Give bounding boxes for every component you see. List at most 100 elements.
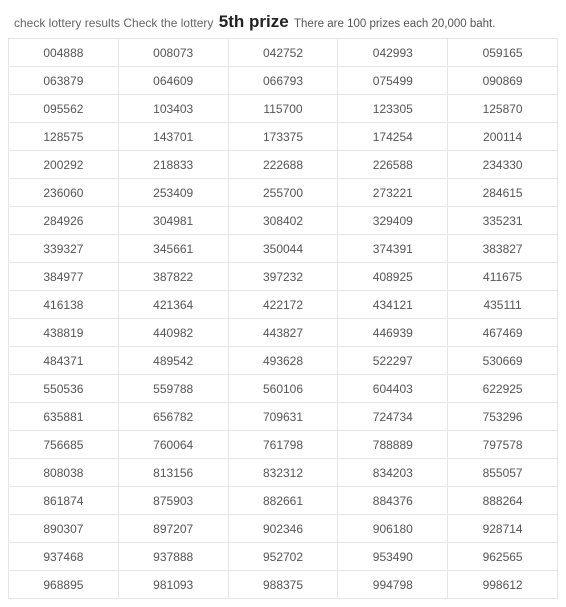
result-cell: 882661 bbox=[228, 487, 338, 515]
table-row: 128575143701173375174254200114 bbox=[9, 123, 558, 151]
result-cell: 345661 bbox=[118, 235, 228, 263]
result-cell: 042993 bbox=[338, 39, 448, 67]
result-cell: 123305 bbox=[338, 95, 448, 123]
result-cell: 656782 bbox=[118, 403, 228, 431]
result-cell: 066793 bbox=[228, 67, 338, 95]
result-cell: 103403 bbox=[118, 95, 228, 123]
table-row: 236060253409255700273221284615 bbox=[9, 179, 558, 207]
results-body: 0048880080730427520429930591650638790646… bbox=[9, 39, 558, 599]
result-cell: 397232 bbox=[228, 263, 338, 291]
result-cell: 808038 bbox=[9, 459, 119, 487]
result-cell: 422172 bbox=[228, 291, 338, 319]
table-row: 937468937888952702953490962565 bbox=[9, 543, 558, 571]
result-cell: 897207 bbox=[118, 515, 228, 543]
result-cell: 832312 bbox=[228, 459, 338, 487]
table-row: 339327345661350044374391383827 bbox=[9, 235, 558, 263]
result-cell: 435111 bbox=[448, 291, 558, 319]
table-row: 384977387822397232408925411675 bbox=[9, 263, 558, 291]
result-cell: 559788 bbox=[118, 375, 228, 403]
result-cell: 550536 bbox=[9, 375, 119, 403]
result-cell: 284615 bbox=[448, 179, 558, 207]
prize-title: 5th prize bbox=[217, 12, 291, 31]
table-row: 284926304981308402329409335231 bbox=[9, 207, 558, 235]
result-cell: 284926 bbox=[9, 207, 119, 235]
result-cell: 813156 bbox=[118, 459, 228, 487]
result-cell: 952702 bbox=[228, 543, 338, 571]
result-cell: 443827 bbox=[228, 319, 338, 347]
result-cell: 890307 bbox=[9, 515, 119, 543]
result-cell: 308402 bbox=[228, 207, 338, 235]
result-cell: 304981 bbox=[118, 207, 228, 235]
header-post-text: There are 100 prizes each 20,000 baht. bbox=[294, 18, 495, 30]
result-cell: 888264 bbox=[448, 487, 558, 515]
result-cell: 438819 bbox=[9, 319, 119, 347]
result-cell: 604403 bbox=[338, 375, 448, 403]
result-cell: 493628 bbox=[228, 347, 338, 375]
result-cell: 255700 bbox=[228, 179, 338, 207]
result-cell: 218833 bbox=[118, 151, 228, 179]
result-cell: 530669 bbox=[448, 347, 558, 375]
table-row: 200292218833222688226588234330 bbox=[9, 151, 558, 179]
table-row: 756685760064761798788889797578 bbox=[9, 431, 558, 459]
table-row: 095562103403115700123305125870 bbox=[9, 95, 558, 123]
result-cell: 994798 bbox=[338, 571, 448, 599]
table-row: 890307897207902346906180928714 bbox=[9, 515, 558, 543]
result-cell: 374391 bbox=[338, 235, 448, 263]
result-cell: 090869 bbox=[448, 67, 558, 95]
result-cell: 125870 bbox=[448, 95, 558, 123]
result-cell: 761798 bbox=[228, 431, 338, 459]
result-cell: 953490 bbox=[338, 543, 448, 571]
result-cell: 253409 bbox=[118, 179, 228, 207]
result-cell: 384977 bbox=[9, 263, 119, 291]
result-cell: 234330 bbox=[448, 151, 558, 179]
result-cell: 226588 bbox=[338, 151, 448, 179]
table-row: 438819440982443827446939467469 bbox=[9, 319, 558, 347]
table-row: 808038813156832312834203855057 bbox=[9, 459, 558, 487]
table-row: 004888008073042752042993059165 bbox=[9, 39, 558, 67]
result-cell: 928714 bbox=[448, 515, 558, 543]
result-cell: 788889 bbox=[338, 431, 448, 459]
result-cell: 522297 bbox=[338, 347, 448, 375]
result-cell: 446939 bbox=[338, 319, 448, 347]
header-pre-text: check lottery results Check the lottery bbox=[14, 16, 213, 30]
table-row: 968895981093988375994798998612 bbox=[9, 571, 558, 599]
result-cell: 902346 bbox=[228, 515, 338, 543]
results-table: 0048880080730427520429930591650638790646… bbox=[8, 38, 558, 599]
result-cell: 421364 bbox=[118, 291, 228, 319]
result-cell: 339327 bbox=[9, 235, 119, 263]
table-row: 861874875903882661884376888264 bbox=[9, 487, 558, 515]
result-cell: 408925 bbox=[338, 263, 448, 291]
table-row: 063879064609066793075499090869 bbox=[9, 67, 558, 95]
result-cell: 128575 bbox=[9, 123, 119, 151]
result-cell: 063879 bbox=[9, 67, 119, 95]
result-cell: 411675 bbox=[448, 263, 558, 291]
result-cell: 937468 bbox=[9, 543, 119, 571]
result-cell: 981093 bbox=[118, 571, 228, 599]
result-cell: 115700 bbox=[228, 95, 338, 123]
table-row: 635881656782709631724734753296 bbox=[9, 403, 558, 431]
result-cell: 059165 bbox=[448, 39, 558, 67]
result-cell: 756685 bbox=[9, 431, 119, 459]
result-cell: 329409 bbox=[338, 207, 448, 235]
result-cell: 635881 bbox=[9, 403, 119, 431]
result-cell: 200292 bbox=[9, 151, 119, 179]
result-cell: 875903 bbox=[118, 487, 228, 515]
result-cell: 724734 bbox=[338, 403, 448, 431]
result-cell: 709631 bbox=[228, 403, 338, 431]
result-cell: 855057 bbox=[448, 459, 558, 487]
result-cell: 075499 bbox=[338, 67, 448, 95]
result-cell: 222688 bbox=[228, 151, 338, 179]
result-cell: 273221 bbox=[338, 179, 448, 207]
result-cell: 968895 bbox=[9, 571, 119, 599]
result-cell: 962565 bbox=[448, 543, 558, 571]
result-cell: 753296 bbox=[448, 403, 558, 431]
result-cell: 416138 bbox=[9, 291, 119, 319]
result-cell: 042752 bbox=[228, 39, 338, 67]
result-cell: 174254 bbox=[338, 123, 448, 151]
result-cell: 998612 bbox=[448, 571, 558, 599]
result-cell: 884376 bbox=[338, 487, 448, 515]
result-cell: 173375 bbox=[228, 123, 338, 151]
table-row: 416138421364422172434121435111 bbox=[9, 291, 558, 319]
result-cell: 335231 bbox=[448, 207, 558, 235]
table-row: 550536559788560106604403622925 bbox=[9, 375, 558, 403]
